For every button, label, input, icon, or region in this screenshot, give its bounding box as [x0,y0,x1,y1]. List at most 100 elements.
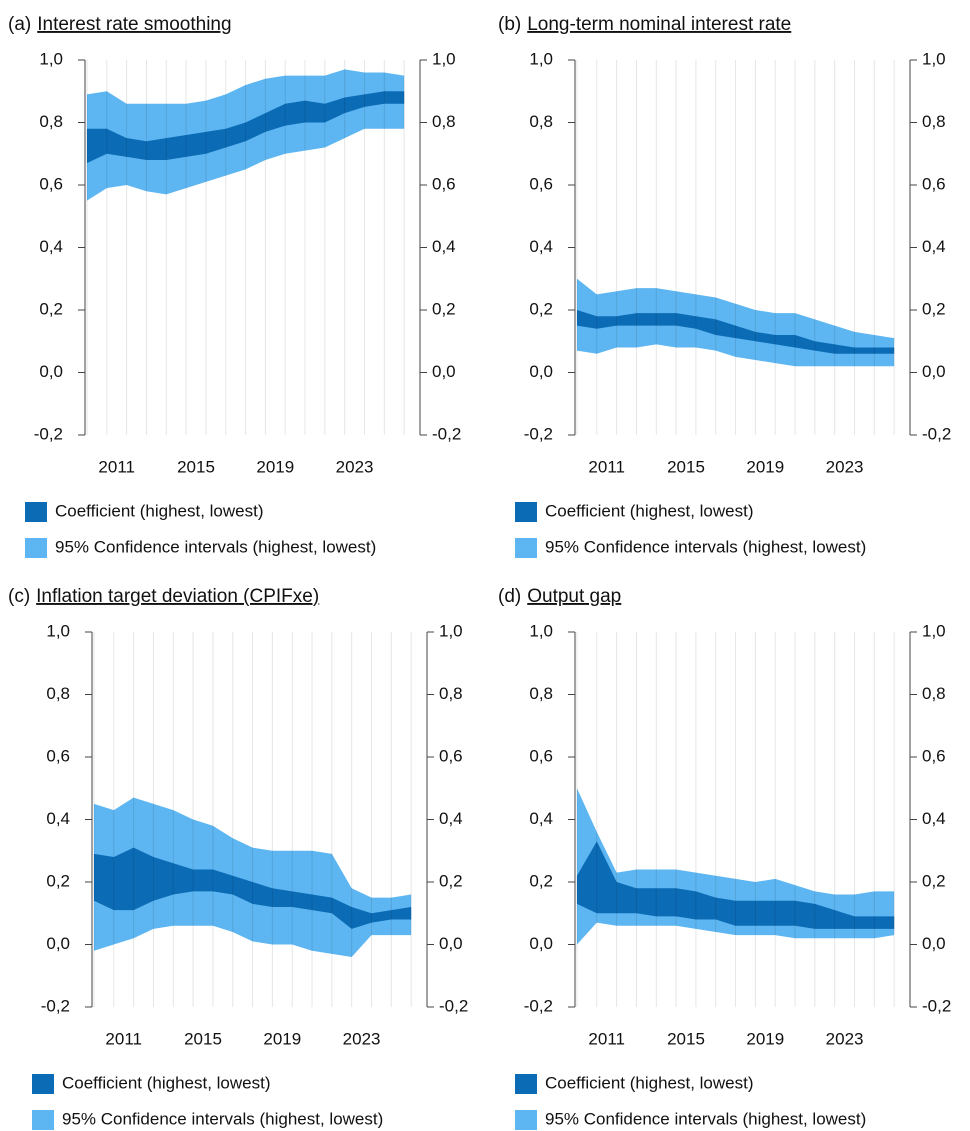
x-tick-label: 2011 [588,1029,625,1048]
y2-tick-label: 0,8 [922,684,946,703]
legend-label: 95% Confidence intervals (highest, lowes… [62,1109,383,1128]
x-tick-label: 2011 [105,1029,142,1048]
y2-tick-label: 0,4 [922,237,946,256]
range-band [86,91,405,164]
y-tick-label: 0,8 [529,112,553,131]
y-tick-label: 0,4 [39,237,63,256]
y2-tick-label: 0,0 [432,362,456,381]
y2-tick-label: -0,2 [432,424,461,443]
panel-label: (c) [8,586,30,607]
y-tick-label: 0,4 [46,809,70,828]
y-tick-label: 0,0 [46,934,70,953]
title-text: Interest rate smoothing [37,14,231,35]
x-tick-label: 2019 [263,1029,301,1048]
x-tick-label: 2023 [336,457,374,476]
y-tick-label: -0,2 [41,996,70,1015]
y2-tick-label: 0,4 [922,809,946,828]
y2-tick-label: 0,2 [922,299,946,318]
y-tick-label: -0,2 [524,996,553,1015]
panel: (b) Long-term nominal interest rate -0,2 -0… [498,14,951,558]
x-tick-label: 2023 [826,1029,864,1048]
y2-tick-label: 0,6 [922,174,946,193]
legend-swatch [515,538,537,558]
panel-title: (c) Inflation target deviation (CPIFxe) [8,586,319,607]
legend-swatch [32,1110,54,1130]
y-tick-label: 0,4 [529,237,553,256]
y2-tick-label: 0,2 [922,871,946,890]
panel-label: (a) [8,14,31,35]
y-tick-label: 0,6 [529,746,553,765]
legend-swatch [25,538,47,558]
x-tick-label: 2019 [746,457,784,476]
y2-tick-label: 1,0 [432,49,456,68]
x-tick-label: 2011 [98,457,135,476]
y2-tick-label: 0,0 [922,934,946,953]
legend-label: Coefficient (highest, lowest) [545,501,754,520]
y-tick-label: 1,0 [529,49,553,68]
title-text: Inflation target deviation (CPIFxe) [36,586,319,607]
legend-label: 95% Confidence intervals (highest, lowes… [545,1109,866,1128]
y-tick-label: 0,0 [39,362,63,381]
panel: (d) Output gap -0,2 -0,2 0,0 0,0 0,2 0,2 0,4 0,4 0… [498,586,951,1130]
y2-tick-label: 0,6 [439,746,463,765]
y-tick-label: 0,0 [529,934,553,953]
x-tick-label: 2023 [826,457,864,476]
range-band [576,841,895,929]
legend-label: 95% Confidence intervals (highest, lowes… [55,537,376,556]
y-tick-label: 0,2 [529,299,553,318]
y2-tick-label: 0,4 [439,809,463,828]
y2-tick-label: 0,6 [922,746,946,765]
y2-tick-label: 0,0 [922,362,946,381]
legend-swatch [515,1074,537,1094]
y2-tick-label: 0,4 [432,237,456,256]
x-tick-label: 2023 [343,1029,381,1048]
y-tick-label: 0,6 [46,746,70,765]
y-tick-label: 0,2 [39,299,63,318]
y2-tick-label: 1,0 [922,621,946,640]
y-tick-label: -0,2 [524,424,553,443]
legend-swatch [25,502,47,522]
y2-tick-label: 0,8 [432,112,456,131]
x-tick-label: 2015 [667,457,705,476]
y-tick-label: 0,2 [46,871,70,890]
y2-tick-label: 0,0 [439,934,463,953]
legend-label: Coefficient (highest, lowest) [55,501,264,520]
y-tick-label: 0,6 [529,174,553,193]
y-tick-label: 0,8 [529,684,553,703]
title-text: Output gap [527,586,621,607]
panel-title: (a) Interest rate smoothing [8,14,232,35]
x-tick-label: 2015 [667,1029,705,1048]
y2-tick-label: 0,2 [439,871,463,890]
y2-tick-label: -0,2 [922,424,951,443]
panel-label: (b) [498,14,521,35]
y2-tick-label: 0,8 [922,112,946,131]
y2-tick-label: 1,0 [922,49,946,68]
x-tick-label: 2015 [177,457,215,476]
legend-label: Coefficient (highest, lowest) [545,1073,754,1092]
y-tick-label: 1,0 [529,621,553,640]
panel-label: (d) [498,586,521,607]
title-text: Long-term nominal interest rate [527,14,791,35]
range-band [93,797,412,957]
panel-title: (d) Output gap [498,586,621,607]
legend-swatch [32,1074,54,1094]
panel-title: (b) Long-term nominal interest rate [498,14,791,35]
range-band [576,310,895,354]
y-tick-label: 1,0 [39,49,63,68]
y2-tick-label: -0,2 [439,996,468,1015]
y-tick-label: -0,2 [34,424,63,443]
y-tick-label: 0,4 [529,809,553,828]
y2-tick-label: 0,8 [439,684,463,703]
range-band [93,847,412,929]
x-tick-label: 2019 [256,457,294,476]
legend-label: 95% Confidence intervals (highest, lowes… [545,537,866,556]
y-tick-label: 0,2 [529,871,553,890]
y-tick-label: 0,8 [39,112,63,131]
x-tick-label: 2015 [184,1029,222,1048]
y-tick-label: 0,6 [39,174,63,193]
legend-swatch [515,1110,537,1130]
panel: (a) Interest rate smoothing -0,2 -0,2 0,0 0,0… [8,14,461,558]
y-tick-label: 0,8 [46,684,70,703]
legend-swatch [515,502,537,522]
